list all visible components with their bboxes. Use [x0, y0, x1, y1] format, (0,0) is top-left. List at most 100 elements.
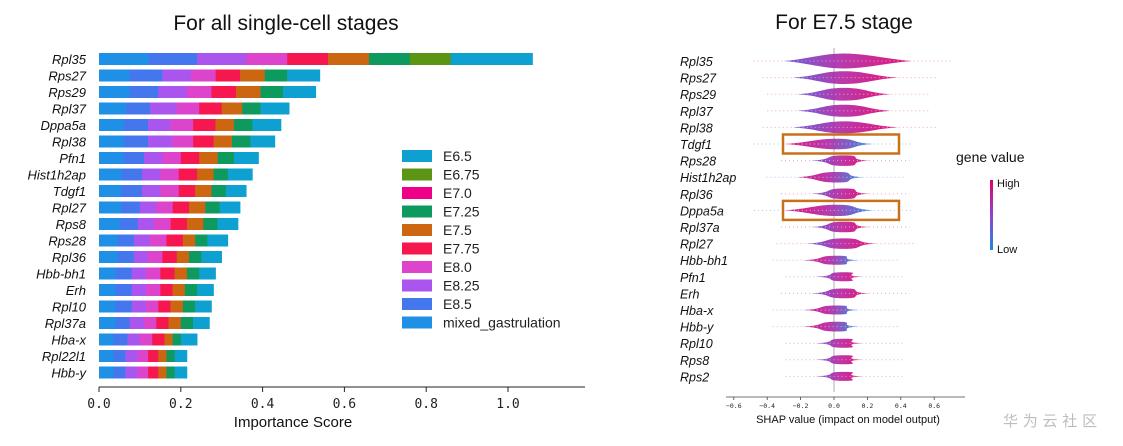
bar-segment [207, 234, 229, 247]
bar-segment [133, 234, 151, 247]
highlight-boxes [781, 133, 901, 222]
bar-segment [172, 201, 190, 214]
bar-gene-label: Rpl37 [52, 102, 87, 117]
bar-gene-label: Rpl38 [52, 135, 87, 150]
bar-segment [368, 53, 411, 65]
bar-segment [162, 69, 192, 82]
bar-segment [242, 102, 261, 115]
bar-segment [260, 86, 284, 98]
violin-shape [815, 371, 863, 381]
violin-shape [792, 71, 898, 84]
legend-swatch [402, 261, 432, 273]
bar-segment [139, 333, 153, 346]
bar-segment [123, 119, 149, 131]
bar-segment [205, 201, 220, 214]
bar-segment [129, 69, 163, 82]
violin-shape [811, 155, 870, 166]
legend-swatch [402, 168, 432, 181]
shap-chart-title: For E7.5 stage [775, 11, 913, 34]
violin-shape [802, 321, 860, 332]
bar-segment [137, 218, 155, 230]
bar-segment [217, 152, 235, 164]
legend-label: E8.0 [443, 259, 472, 275]
bar-segment [146, 284, 161, 296]
bar-segment [215, 119, 235, 131]
x-ticks: 0.0 0.2 0.4 0.6 0.8 1.0 [87, 387, 520, 412]
violin-shape [811, 188, 870, 200]
bar-segment [219, 201, 241, 214]
bar-segment [123, 135, 149, 148]
bar-segment [99, 69, 130, 82]
bar-segment [176, 251, 190, 263]
bar-gene-label: Rps27 [48, 69, 86, 84]
bar-segment [287, 69, 321, 82]
bar-segment [158, 86, 188, 98]
bar-segment [148, 135, 173, 148]
legend-label: E7.25 [443, 204, 480, 220]
bar-segment [148, 251, 163, 263]
bar-gene-label: Erh [66, 283, 86, 298]
bar-segment [174, 366, 188, 379]
shap-x-tick-label: 0.6 [928, 402, 940, 410]
bar-segment [217, 218, 239, 230]
violin-shape [783, 204, 875, 217]
x-tick-label: 0.2 [169, 397, 192, 412]
bar-segment [252, 119, 282, 131]
shap-x-tick-label: −0.2 [793, 402, 809, 410]
violin-shape [815, 338, 863, 348]
bar-segment [131, 284, 147, 296]
bar-segment [199, 267, 216, 280]
bar-segment [156, 201, 173, 214]
bar-segment [166, 234, 184, 247]
bar-segment [180, 317, 194, 329]
stacked-bar-chart: For all single-cell stages Rpl35Rps27Rps… [27, 12, 585, 431]
bar-segment [170, 300, 184, 313]
violin-shape [815, 355, 863, 365]
bar-segment [129, 317, 145, 329]
bar-segment [172, 284, 186, 296]
bar-segment [250, 135, 276, 148]
bar-segment [152, 333, 165, 346]
legend-label: mixed_gastrulation [443, 315, 561, 331]
bar-segment [150, 102, 178, 115]
shap-beeswarm-chart: For E7.5 stage Rpl35 Rps27 Rps29 Rpl37 Rpl38… [680, 11, 1025, 426]
bar-segment [115, 267, 133, 280]
bar-gene-label: Rpl27 [52, 201, 87, 216]
bar-segment [121, 185, 143, 197]
bar-segment [115, 317, 130, 329]
bar-segment [188, 251, 202, 263]
shap-feature-label: Hbb-y [680, 321, 714, 335]
bar-segment [233, 119, 253, 131]
bar-segment [174, 350, 188, 362]
x-axis-label: Importance Score [234, 414, 352, 431]
legend-label: E8.25 [443, 278, 480, 294]
bar-segment [158, 366, 167, 379]
bar-segment [213, 168, 229, 181]
bar-gene-label: Dppa5a [40, 118, 86, 133]
shap-feature-label: Rpl37 [680, 105, 714, 119]
bar-segment [213, 135, 233, 148]
bar-segment [99, 300, 116, 313]
shap-feature-label: Rpl36 [680, 188, 713, 202]
bar-segment [154, 218, 171, 230]
bar-segment [99, 201, 122, 214]
shap-feature-label: Rpl27 [680, 238, 714, 252]
bar-segment [287, 53, 329, 65]
violin-shape [783, 138, 875, 150]
bar-segment [172, 333, 182, 346]
legend-label: E6.5 [443, 148, 472, 164]
bar-segment [193, 135, 214, 148]
bar-segment [125, 350, 139, 362]
bar-segment [180, 333, 198, 346]
shap-feature-label: Rpl10 [680, 337, 713, 351]
bar-segment [166, 350, 175, 362]
bar-gene-label: Pfn1 [59, 151, 86, 166]
bar-segment [156, 317, 169, 329]
bar-segment [113, 333, 128, 346]
bar-segment [99, 350, 114, 362]
bar-segment [201, 251, 222, 263]
bar-segment [211, 185, 227, 197]
bar-segment [129, 86, 159, 98]
shap-feature-label: Rpl35 [680, 55, 713, 69]
bar-segment [195, 234, 208, 247]
